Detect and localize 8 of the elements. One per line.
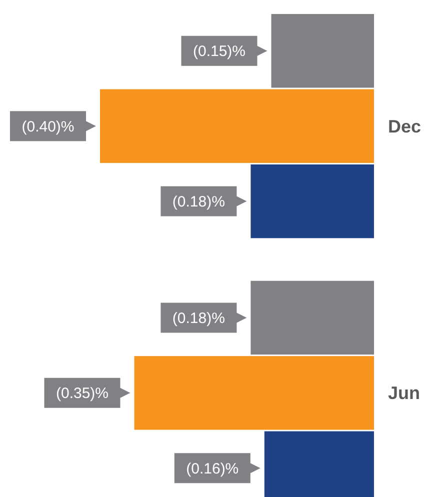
- data-label: (0.18)%: [172, 194, 225, 211]
- data-label: (0.18)%: [172, 310, 225, 327]
- y-tick-label: Jun: [388, 383, 420, 404]
- data-label: (0.15)%: [192, 43, 246, 60]
- data-label: (0.35)%: [56, 385, 109, 402]
- data-label: (0.16)%: [186, 460, 239, 478]
- data-label: (0.40)%: [22, 118, 74, 136]
- y-tick-label: Dec: [388, 116, 422, 136]
